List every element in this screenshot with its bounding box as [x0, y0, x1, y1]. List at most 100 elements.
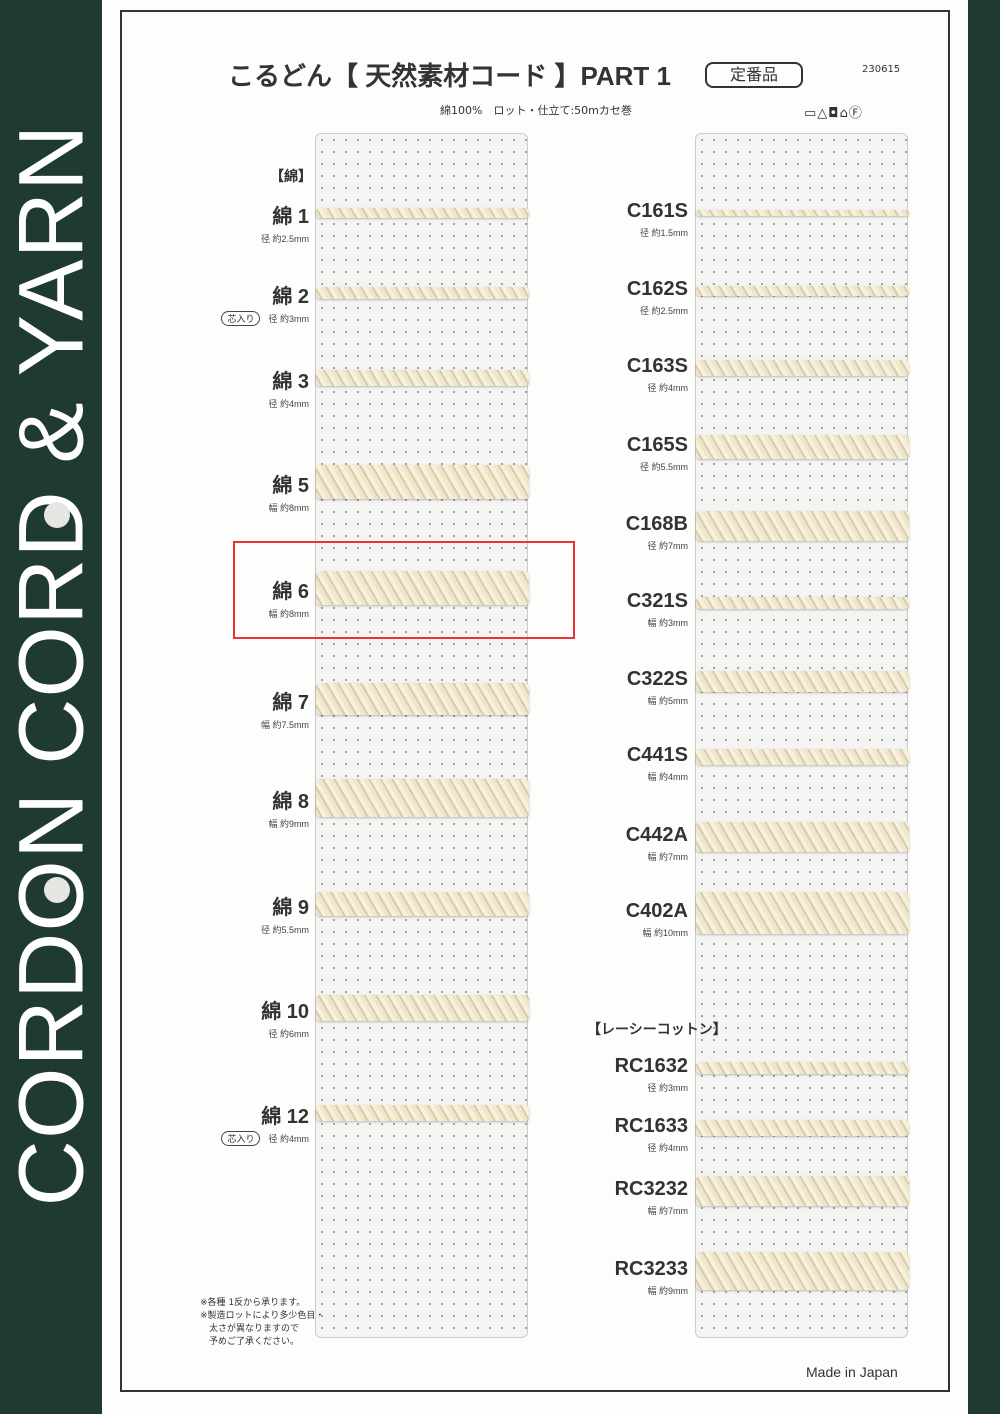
item-name: 綿 2	[272, 286, 309, 308]
item-name: C168B	[625, 513, 688, 535]
item-name: C163S	[626, 355, 688, 377]
sample-board-right	[695, 133, 909, 1338]
item-label: 綿 1 径 約2.5mm	[261, 200, 309, 247]
cord-sample	[696, 435, 909, 459]
item-name: C402A	[625, 900, 688, 922]
material-subtitle: 綿100% ロット・仕立て:50mカセ巻	[440, 104, 632, 117]
made-in-japan: Made in Japan	[806, 1364, 898, 1380]
item-label: RC1633 径 約4mm	[615, 1115, 688, 1156]
item-label: C321S 幅 約3mm	[627, 590, 688, 631]
item-spec: 幅 約7mm	[647, 1206, 688, 1216]
cord-sample	[316, 892, 529, 916]
item-spec: 幅 約10mm	[642, 928, 688, 938]
catalog-code: 230615	[862, 64, 901, 75]
item-name: 綿 7	[272, 692, 309, 714]
item-label: C442A 幅 約7mm	[626, 824, 688, 865]
cord-sample	[316, 1104, 529, 1122]
item-spec: 幅 約9mm	[647, 1286, 688, 1296]
core-tag: 芯入り	[221, 311, 261, 326]
item-spec: 径 約7mm	[647, 541, 688, 551]
item-name: 綿 10	[261, 1001, 309, 1023]
item-label: C168B 径 約7mm	[626, 513, 688, 554]
page-title: こるどん【 天然素材コード 】PART 1	[228, 61, 671, 91]
item-spec: 径 約2.5mm	[260, 234, 309, 244]
cord-sample	[316, 683, 529, 715]
item-label: RC1632 径 約3mm	[615, 1055, 688, 1096]
item-name: 綿 12	[261, 1106, 309, 1128]
item-spec: 径 約2.5mm	[639, 306, 688, 316]
cord-sample	[696, 1119, 909, 1137]
cord-sample	[316, 779, 529, 817]
cord-sample	[696, 892, 909, 934]
item-label: 綿 9 径 約5.5mm	[261, 891, 309, 938]
cord-sample	[696, 670, 909, 692]
cord-sample	[316, 207, 529, 219]
item-name: C162S	[626, 278, 688, 300]
binder-hole	[44, 502, 70, 528]
cord-sample	[316, 571, 529, 605]
item-name: C165S	[626, 434, 688, 456]
item-spec: 幅 約7.5mm	[260, 720, 309, 730]
item-label: 綿 6 幅 約8mm	[268, 575, 309, 622]
item-spec: 径 約4mm	[647, 383, 688, 393]
cord-sample	[696, 748, 909, 766]
item-spec: 幅 約8mm	[268, 503, 309, 513]
item-spec: 径 約3mm	[268, 314, 309, 324]
item-label: RC3232 幅 約7mm	[615, 1178, 688, 1219]
page-frame	[120, 10, 950, 1392]
item-label: 綿 2 芯入り径 約3mm	[221, 280, 309, 327]
item-label: 綿 5 幅 約8mm	[268, 469, 309, 516]
item-label: 綿 10 径 約6mm	[261, 995, 309, 1042]
item-spec: 径 約6mm	[268, 1029, 309, 1039]
item-name: 綿 8	[272, 791, 309, 813]
item-spec: 径 約1.5mm	[639, 228, 688, 238]
item-name: 綿 5	[272, 475, 309, 497]
section-heading-lacy-cotton: 【レーシーコットン】	[587, 1022, 727, 1038]
side-band-title: CORDON CORD & YARN	[0, 123, 103, 1207]
cord-sample	[696, 822, 909, 852]
cord-sample	[696, 285, 909, 297]
notes: ※各種 1反から承ります。 ※製造ロットにより多少色目・ 太さが異なりますので …	[200, 1297, 324, 1349]
item-label: RC3233 幅 約9mm	[615, 1258, 688, 1299]
cord-sample	[316, 369, 529, 387]
item-label: C161S 径 約1.5mm	[627, 200, 688, 241]
note-line: ※各種 1反から承ります。	[200, 1298, 306, 1308]
cord-sample	[696, 1176, 909, 1206]
item-spec: 幅 約4mm	[647, 772, 688, 782]
item-name: C441S	[626, 744, 688, 766]
item-label: C163S 径 約4mm	[627, 355, 688, 396]
item-spec: 径 約5.5mm	[639, 462, 688, 472]
binder-hole	[44, 877, 70, 903]
item-label: 綿 8 幅 約9mm	[268, 785, 309, 832]
note-line: ※製造ロットにより多少色目・	[200, 1311, 325, 1321]
item-label: 綿 3 径 約4mm	[268, 365, 309, 412]
item-spec: 径 約4mm	[647, 1143, 688, 1153]
item-name: 綿 3	[272, 371, 309, 393]
note-line: 太さが異なりますので	[200, 1324, 300, 1334]
highlight-box	[233, 541, 575, 639]
item-spec: 幅 約8mm	[268, 609, 309, 619]
item-name: C161S	[626, 200, 688, 222]
cord-sample	[696, 1252, 909, 1290]
item-label: 綿 7 幅 約7.5mm	[261, 686, 309, 733]
item-spec: 径 約3mm	[647, 1083, 688, 1093]
item-spec: 径 約4mm	[268, 399, 309, 409]
cord-sample	[316, 995, 529, 1021]
item-name: RC1633	[614, 1115, 688, 1137]
item-label: 綿 12 芯入り径 約4mm	[221, 1100, 309, 1147]
cord-sample	[696, 1061, 909, 1075]
item-name: 綿 1	[272, 206, 309, 228]
item-name: RC1632	[614, 1055, 688, 1077]
side-band: CORDON CORD & YARN	[0, 0, 103, 1414]
item-spec: 幅 約7mm	[647, 852, 688, 862]
item-name: 綿 6	[272, 581, 309, 603]
standard-item-badge: 定番品	[705, 62, 803, 88]
cord-sample	[696, 511, 909, 541]
item-spec: 径 約5.5mm	[260, 925, 309, 935]
note-line: 予めご了承ください。	[200, 1337, 300, 1347]
item-spec: 径 約4mm	[268, 1134, 309, 1144]
item-name: 綿 9	[272, 897, 309, 919]
item-spec: 幅 約9mm	[268, 819, 309, 829]
item-label: C402A 幅 約10mm	[626, 900, 688, 941]
item-label: C165S 径 約5.5mm	[627, 434, 688, 475]
